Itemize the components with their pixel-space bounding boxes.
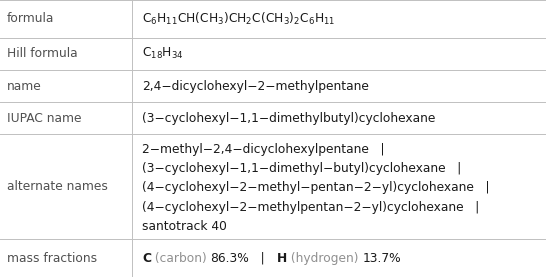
Text: C: C xyxy=(142,252,151,265)
Text: (4−cyclohexyl−2−methylpentan−2−yl)cyclohexane   |: (4−cyclohexyl−2−methylpentan−2−yl)cycloh… xyxy=(142,201,479,214)
Text: $\mathregular{C_{18}H_{34}}$: $\mathregular{C_{18}H_{34}}$ xyxy=(142,46,183,61)
Text: H: H xyxy=(277,252,287,265)
Text: Hill formula: Hill formula xyxy=(7,47,78,60)
Text: (4−cyclohexyl−2−methyl−pentan−2−yl)cyclohexane   |: (4−cyclohexyl−2−methyl−pentan−2−yl)cyclo… xyxy=(142,181,489,194)
Text: alternate names: alternate names xyxy=(7,180,108,193)
Text: $\mathregular{C_6H_{11}CH(CH_3)CH_2C(CH_3)_2C_6H_{11}}$: $\mathregular{C_6H_{11}CH(CH_3)CH_2C(CH_… xyxy=(142,11,335,27)
Text: santotrack 40: santotrack 40 xyxy=(142,220,227,233)
Text: (hydrogen): (hydrogen) xyxy=(287,252,362,265)
Text: (3−cyclohexyl−1,1−dimethyl−butyl)cyclohexane   |: (3−cyclohexyl−1,1−dimethyl−butyl)cyclohe… xyxy=(142,162,461,175)
Text: 86.3%: 86.3% xyxy=(211,252,250,265)
Text: 2,4−dicyclohexyl−2−methylpentane: 2,4−dicyclohexyl−2−methylpentane xyxy=(142,79,369,93)
Text: 2−methyl−2,4−dicyclohexylpentane   |: 2−methyl−2,4−dicyclohexylpentane | xyxy=(142,142,384,155)
Text: name: name xyxy=(7,79,42,93)
Text: (carbon): (carbon) xyxy=(151,252,211,265)
Text: (3−cyclohexyl−1,1−dimethylbutyl)cyclohexane: (3−cyclohexyl−1,1−dimethylbutyl)cyclohex… xyxy=(142,112,435,125)
Text: |: | xyxy=(250,252,277,265)
Text: formula: formula xyxy=(7,12,55,25)
Text: IUPAC name: IUPAC name xyxy=(7,112,81,125)
Text: mass fractions: mass fractions xyxy=(7,252,97,265)
Text: 13.7%: 13.7% xyxy=(362,252,401,265)
